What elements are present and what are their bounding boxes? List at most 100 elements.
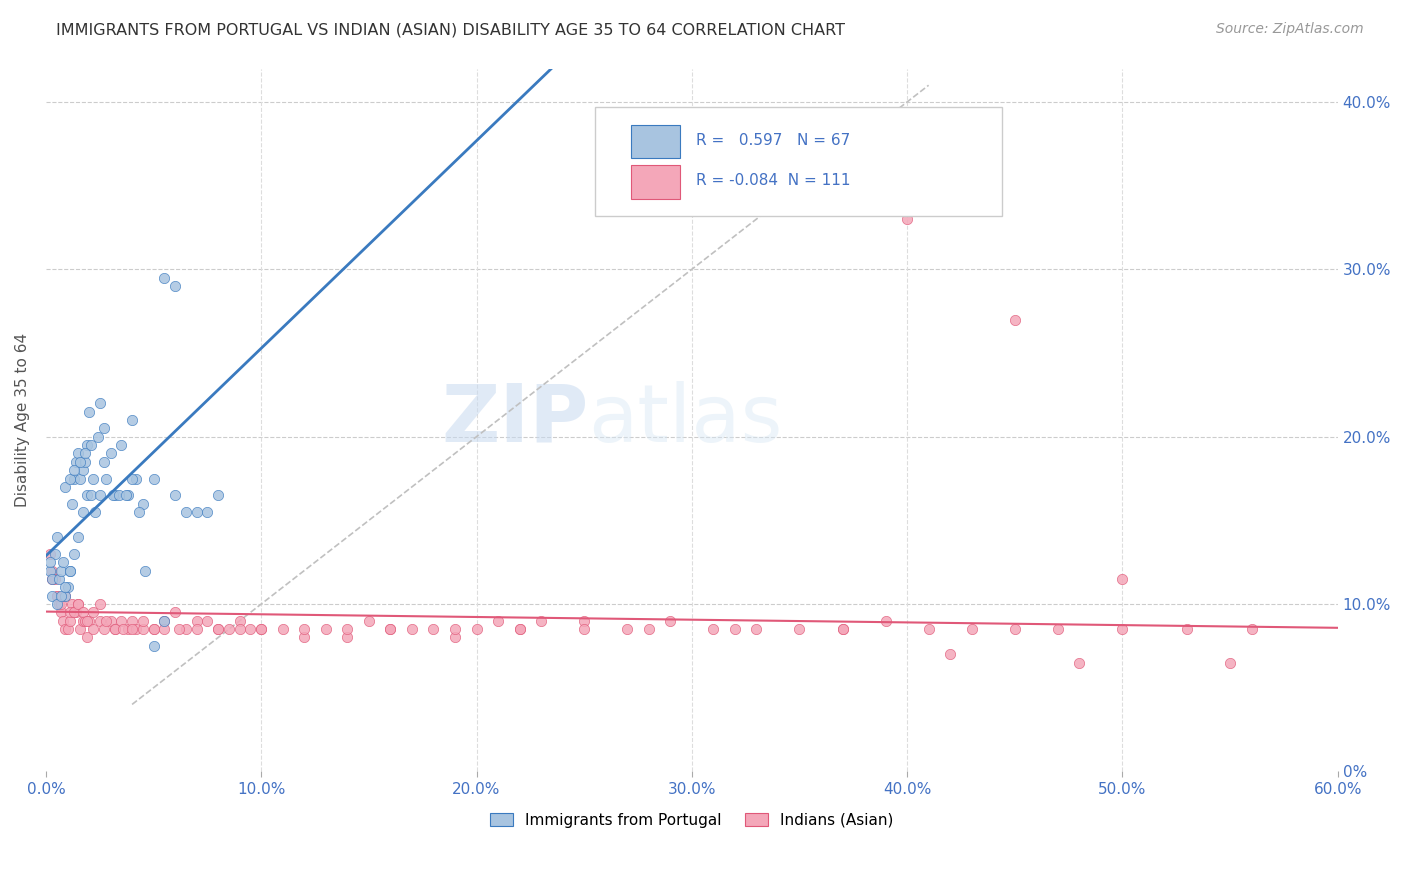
Point [60, 597, 83, 611]
Point [104, 488, 127, 502]
Point [153, 614, 176, 628]
Point [228, 622, 250, 636]
Point [132, 614, 155, 628]
Point [86, 430, 108, 444]
Point [63, 606, 86, 620]
Point [165, 606, 187, 620]
Point [239, 622, 262, 636]
Point [53, 589, 76, 603]
Point [1111, 622, 1133, 636]
Point [63, 606, 86, 620]
Point [45, 589, 67, 603]
Point [101, 488, 124, 502]
Point [250, 622, 273, 636]
Point [165, 488, 187, 502]
Point [56, 622, 79, 636]
Point [41, 572, 63, 586]
Point [186, 505, 208, 519]
Point [165, 279, 187, 293]
Point [52, 555, 75, 569]
Point [73, 455, 96, 469]
Point [49, 597, 72, 611]
Point [76, 631, 98, 645]
Point [401, 622, 423, 636]
Point [63, 547, 86, 561]
Point [197, 505, 219, 519]
Point [82, 622, 104, 636]
Point [110, 438, 132, 452]
Point [63, 463, 86, 477]
Legend: Immigrants from Portugal, Indians (Asian): Immigrants from Portugal, Indians (Asian… [484, 806, 900, 834]
Point [315, 622, 337, 636]
Point [789, 622, 811, 636]
Point [465, 622, 488, 636]
Point [76, 488, 98, 502]
Point [39, 547, 62, 561]
Point [41, 564, 63, 578]
Point [56, 580, 79, 594]
Point [69, 471, 91, 485]
Point [831, 622, 853, 636]
Point [93, 622, 115, 636]
Point [59, 471, 82, 485]
Point [93, 421, 115, 435]
Point [67, 530, 90, 544]
Point [380, 622, 402, 636]
Point [59, 606, 82, 620]
Point [45, 597, 67, 611]
Point [72, 463, 94, 477]
Point [65, 455, 87, 469]
Point [207, 622, 229, 636]
Point [72, 606, 94, 620]
Point [271, 622, 294, 636]
Point [1004, 312, 1026, 326]
Point [49, 606, 72, 620]
Point [53, 589, 76, 603]
Point [82, 471, 104, 485]
Point [142, 639, 165, 653]
Point [73, 446, 96, 460]
Point [380, 622, 402, 636]
Point [44, 547, 66, 561]
Point [1219, 656, 1241, 670]
Point [108, 488, 131, 502]
Point [153, 622, 176, 636]
Point [218, 622, 240, 636]
Point [48, 572, 70, 586]
Point [336, 631, 359, 645]
Point [49, 589, 72, 603]
Point [39, 555, 62, 569]
Point [60, 497, 83, 511]
Point [45, 530, 67, 544]
Point [110, 614, 132, 628]
Point [89, 396, 111, 410]
Point [1004, 622, 1026, 636]
Point [112, 622, 135, 636]
Point [117, 622, 139, 636]
Point [142, 622, 165, 636]
FancyBboxPatch shape [595, 107, 1002, 216]
Point [292, 622, 315, 636]
Point [59, 564, 82, 578]
Point [89, 614, 111, 628]
Point [917, 622, 939, 636]
Point [132, 497, 155, 511]
Point [169, 622, 191, 636]
Text: R = -0.084  N = 111: R = -0.084 N = 111 [696, 173, 851, 188]
Bar [631, 125, 681, 159]
Text: Source: ZipAtlas.com: Source: ZipAtlas.com [1216, 22, 1364, 37]
Point [53, 622, 76, 636]
Text: ZIP: ZIP [441, 381, 589, 459]
Point [82, 606, 104, 620]
Text: R =   0.597   N = 67: R = 0.597 N = 67 [696, 134, 851, 148]
Point [89, 597, 111, 611]
Point [875, 614, 897, 628]
Point [121, 614, 143, 628]
Point [121, 413, 143, 427]
Point [745, 622, 768, 636]
Point [77, 404, 100, 418]
Point [44, 572, 66, 586]
Point [69, 455, 91, 469]
Point [76, 438, 98, 452]
Point [63, 471, 86, 485]
